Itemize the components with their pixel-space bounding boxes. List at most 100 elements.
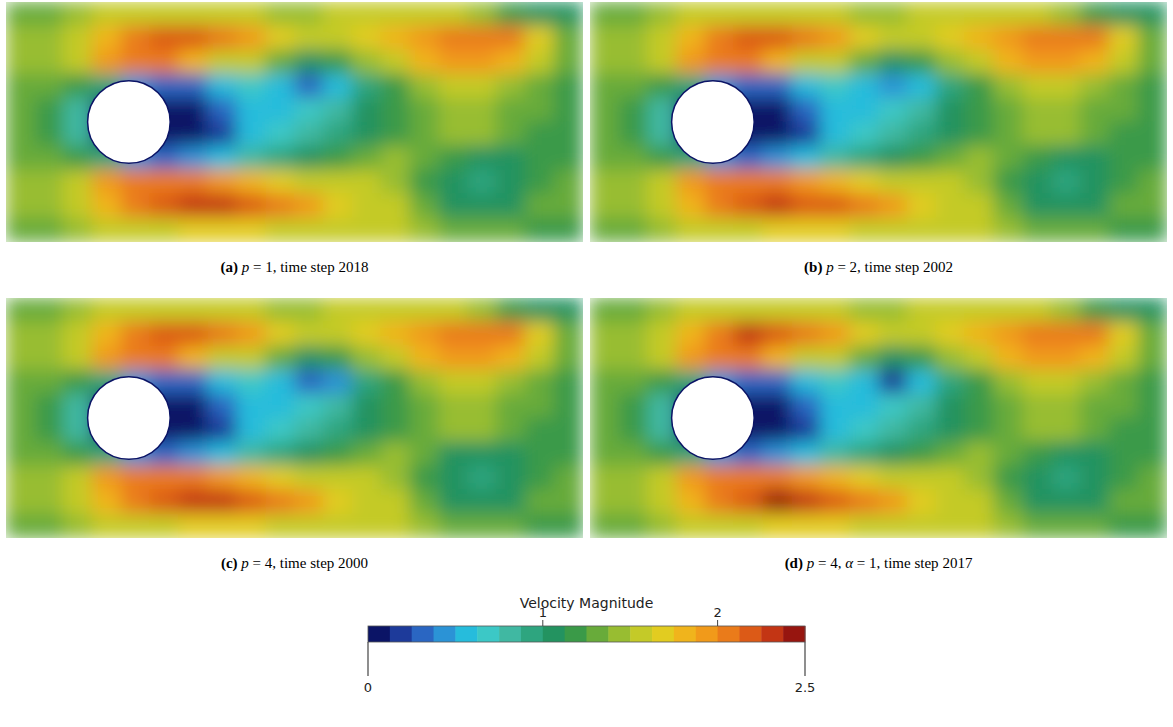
cell — [1109, 146, 1139, 171]
cell — [150, 170, 180, 195]
cell — [590, 218, 619, 243]
cell — [791, 442, 821, 467]
cell — [590, 514, 619, 539]
cell — [150, 490, 180, 515]
cell — [92, 194, 122, 219]
cell — [92, 50, 122, 75]
cell — [381, 418, 411, 443]
cell — [496, 218, 526, 243]
cell — [352, 194, 382, 219]
cell — [590, 418, 619, 443]
cell — [467, 370, 497, 395]
cell — [965, 194, 995, 219]
cell — [993, 298, 1023, 323]
cell — [993, 466, 1023, 491]
panel-label: (c) — [221, 555, 238, 572]
cell — [705, 298, 735, 323]
cell — [849, 346, 879, 371]
cell — [791, 298, 821, 323]
cell — [936, 50, 966, 75]
cell — [590, 50, 619, 75]
cell — [965, 218, 995, 243]
cell — [467, 298, 497, 323]
cell — [1080, 442, 1110, 467]
cell — [993, 122, 1023, 147]
cell — [525, 514, 555, 539]
cell — [647, 442, 677, 467]
cell — [236, 26, 266, 51]
cell — [965, 122, 995, 147]
cell — [1080, 218, 1110, 243]
velocity-field — [6, 2, 583, 242]
cell — [323, 146, 353, 171]
cell — [236, 298, 266, 323]
cell — [525, 466, 555, 491]
cell — [878, 170, 908, 195]
cell — [554, 146, 583, 171]
cell — [467, 26, 497, 51]
cell — [965, 370, 995, 395]
cell — [323, 170, 353, 195]
cell — [323, 98, 353, 123]
cell — [1138, 194, 1167, 219]
cell — [467, 490, 497, 515]
cell — [1138, 490, 1167, 515]
cell — [1080, 322, 1110, 347]
cell — [936, 218, 966, 243]
cell — [936, 370, 966, 395]
cell — [467, 146, 497, 171]
cell — [618, 298, 648, 323]
cell — [409, 514, 439, 539]
cell — [179, 418, 209, 443]
cell — [647, 74, 677, 99]
cell — [34, 442, 64, 467]
cell — [590, 26, 619, 51]
cell — [849, 194, 879, 219]
cell — [6, 346, 35, 371]
cell — [791, 146, 821, 171]
cell — [965, 170, 995, 195]
cell — [878, 322, 908, 347]
cell — [763, 346, 793, 371]
cell — [294, 218, 324, 243]
cell — [438, 514, 468, 539]
cell — [1022, 218, 1052, 243]
cell — [6, 466, 35, 491]
cell — [294, 490, 324, 515]
cell — [121, 490, 151, 515]
cell — [590, 98, 619, 123]
cell — [791, 322, 821, 347]
cell — [993, 194, 1023, 219]
cell — [965, 2, 995, 27]
cell — [352, 394, 382, 419]
cell — [936, 346, 966, 371]
cell — [236, 514, 266, 539]
cell — [1022, 490, 1052, 515]
cell — [265, 170, 295, 195]
cell — [467, 346, 497, 371]
cell — [1138, 122, 1167, 147]
cell — [878, 122, 908, 147]
cell — [34, 98, 64, 123]
cell — [763, 50, 793, 75]
cell — [965, 466, 995, 491]
cell — [763, 394, 793, 419]
cell — [381, 490, 411, 515]
cell — [618, 394, 648, 419]
cell — [1051, 98, 1081, 123]
cell — [207, 146, 237, 171]
cell — [34, 2, 64, 27]
cell — [618, 2, 648, 27]
cell — [179, 26, 209, 51]
cell — [907, 490, 937, 515]
cell — [236, 98, 266, 123]
cell — [467, 394, 497, 419]
cell — [936, 74, 966, 99]
cell — [207, 442, 237, 467]
cell — [647, 218, 677, 243]
cell — [1138, 346, 1167, 371]
caption-word: p — [806, 555, 818, 571]
cell — [1080, 490, 1110, 515]
cell — [265, 514, 295, 539]
cell — [647, 322, 677, 347]
